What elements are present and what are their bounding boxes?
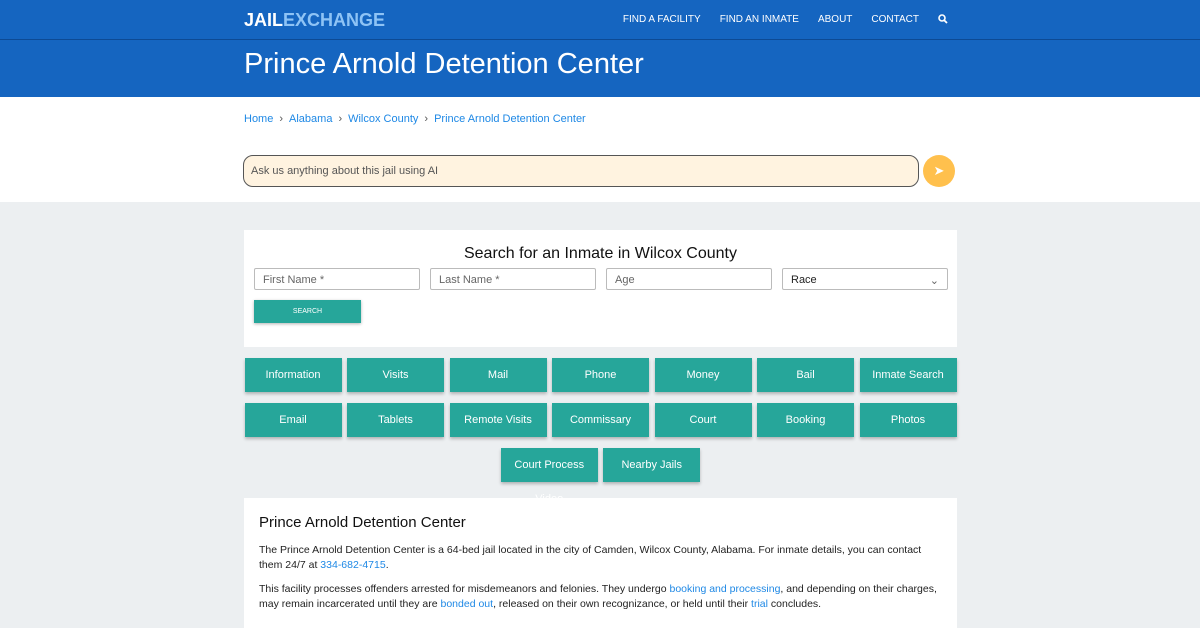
breadcrumb-facility[interactable]: Prince Arnold Detention Center <box>434 113 586 125</box>
facility-links: Information Visits Mail Phone Money Bail… <box>244 358 957 505</box>
breadcrumb-state[interactable]: Alabama <box>289 113 333 125</box>
page-title: Prince Arnold Detention Center <box>244 48 644 80</box>
breadcrumb-county[interactable]: Wilcox County <box>348 113 419 125</box>
trial-link[interactable]: trial <box>751 598 768 610</box>
phone-link[interactable]: 334-682-4715 <box>320 559 386 571</box>
inmate-search-card: Search for an Inmate in Wilcox County Fi… <box>244 230 957 347</box>
search-icon[interactable] <box>938 14 948 27</box>
link-button[interactable]: Photos <box>859 403 957 437</box>
link-button[interactable]: Court <box>654 403 752 437</box>
nav-contact[interactable]: CONTACT <box>871 14 919 25</box>
hero: Prince Arnold Detention Center <box>0 40 1200 97</box>
logo[interactable]: JAILEXCHANGE <box>244 10 386 30</box>
link-button[interactable]: Email <box>244 403 342 437</box>
age-input[interactable]: Age <box>606 268 772 290</box>
link-button[interactable]: Phone <box>552 358 649 392</box>
nav-find-facility[interactable]: FIND A FACILITY <box>622 14 701 25</box>
link-button[interactable]: Information <box>244 358 342 392</box>
link-button[interactable]: Bail <box>757 358 854 392</box>
paper-plane-icon: ➤ <box>933 163 945 178</box>
link-button[interactable]: Visits <box>347 358 444 392</box>
race-select[interactable]: Race ⌄ <box>782 268 948 290</box>
breadcrumb: Home › Alabama › Wilcox County › Prince Arn… <box>244 113 586 125</box>
ai-question-input[interactable]: Ask us anything about this jail using AI <box>243 155 919 187</box>
nav-find-inmate[interactable]: FIND AN INMATE <box>719 14 799 25</box>
link-button[interactable]: Booking <box>757 403 854 437</box>
chevron-right-icon: › <box>424 113 429 125</box>
chevron-right-icon: › <box>279 113 284 125</box>
last-name-input[interactable]: Last Name * <box>430 268 596 290</box>
link-button[interactable]: Remote Visits <box>449 403 547 437</box>
link-button[interactable]: Nearby Jails <box>603 448 701 482</box>
about-paragraph: This facility processes offenders arrest… <box>259 583 937 610</box>
search-title: Search for an Inmate in Wilcox County <box>463 245 737 262</box>
first-name-input[interactable]: First Name * <box>254 268 420 290</box>
link-button[interactable]: Court Process Video <box>500 448 598 505</box>
about-paragraph: The Prince Arnold Detention Center is a … <box>259 544 922 571</box>
booking-link[interactable]: booking and processing <box>669 583 781 595</box>
send-button[interactable]: ➤ <box>923 155 955 187</box>
link-button[interactable]: Commissary <box>552 403 649 437</box>
top-nav: JAILEXCHANGE FIND A FACILITY FIND AN INM… <box>0 0 1200 40</box>
link-button[interactable]: Mail <box>449 358 547 392</box>
link-button[interactable]: Money <box>654 358 752 392</box>
about-section: Prince Arnold Detention Center The Princ… <box>244 498 957 628</box>
chevron-right-icon: › <box>338 113 343 125</box>
about-heading: Prince Arnold Detention Center <box>259 514 466 531</box>
nav-about[interactable]: ABOUT <box>817 14 853 25</box>
chevron-down-icon: ⌄ <box>929 275 939 287</box>
bonded-out-link[interactable]: bonded out <box>440 598 494 610</box>
link-button[interactable]: Tablets <box>347 403 444 437</box>
link-button[interactable]: Inmate Search <box>859 358 957 392</box>
search-button[interactable]: SEARCH <box>254 300 361 323</box>
breadcrumb-home[interactable]: Home <box>244 113 274 125</box>
